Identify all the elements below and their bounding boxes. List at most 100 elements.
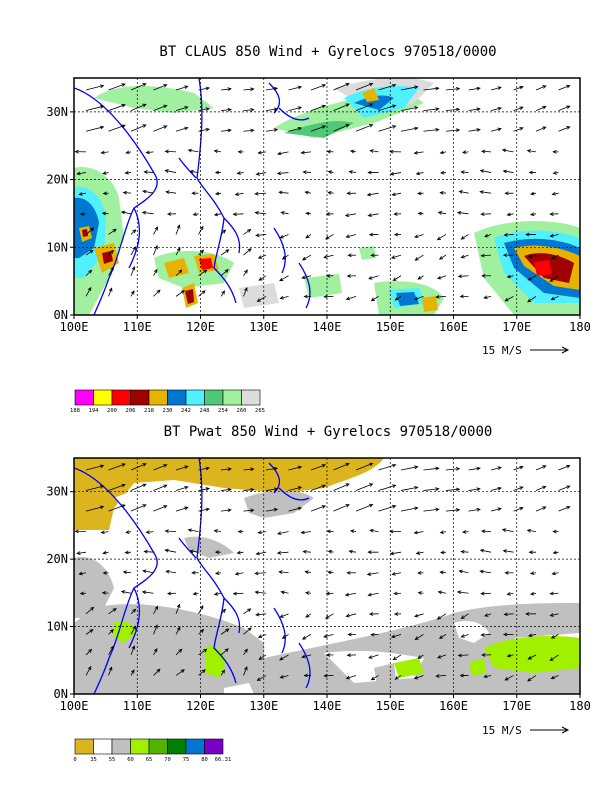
- wind-arrow: [85, 286, 92, 297]
- wind-arrow: [236, 550, 244, 555]
- wind-arrow: [288, 506, 303, 512]
- x-tick-label: 170E: [502, 320, 531, 334]
- wind-arrow: [243, 108, 255, 112]
- wind-arrow: [529, 571, 537, 575]
- colorbar-label: 260: [237, 408, 247, 414]
- wind-arrow: [85, 464, 105, 471]
- wind-arrow: [333, 103, 350, 112]
- wind-arrow: [304, 190, 312, 195]
- wind-arrow: [367, 170, 379, 175]
- wind-arrow: [256, 296, 267, 302]
- wind-arrow: [414, 234, 424, 239]
- wind-arrow: [130, 463, 147, 471]
- wind-arrow: [130, 124, 147, 132]
- wind-arrow: [459, 294, 469, 299]
- colorbar-label: 194: [89, 408, 100, 414]
- wind-arrow: [213, 529, 222, 533]
- wind-arrow: [368, 654, 379, 659]
- wind-arrow: [549, 613, 559, 617]
- wind-arrow: [303, 294, 312, 299]
- wind-arrow: [414, 254, 424, 261]
- wind-arrow: [279, 613, 289, 618]
- wind-arrow: [85, 606, 95, 615]
- x-tick-label: 120E: [186, 320, 215, 334]
- wind-arrow: [349, 149, 357, 154]
- wind-arrow: [198, 648, 208, 656]
- wind-arrow: [458, 190, 469, 194]
- wind-arrow: [345, 234, 357, 239]
- wind-arrow: [479, 548, 492, 553]
- wind-arrow: [479, 569, 492, 574]
- wind-arrow: [257, 633, 267, 638]
- wind-arrow: [456, 590, 469, 595]
- wind-arrow: [552, 149, 559, 154]
- wind-arrow: [305, 591, 312, 595]
- wind-arrow: [423, 127, 440, 132]
- wind-arrow: [108, 83, 126, 91]
- wind-arrow: [366, 572, 379, 576]
- wind-arrow: [232, 212, 244, 217]
- wind-arrow: [100, 530, 109, 535]
- wind-arrow: [108, 608, 117, 615]
- wind-arrow: [348, 549, 357, 554]
- wind-arrow: [346, 274, 357, 278]
- wind-arrow: [175, 485, 189, 491]
- wind-arrow: [326, 529, 334, 534]
- wind-arrow: [220, 628, 230, 635]
- wind-arrow: [550, 675, 559, 680]
- wind-arrow: [130, 504, 147, 512]
- wind-arrow: [310, 505, 327, 512]
- wind-arrow: [237, 529, 244, 534]
- x-tick-label: 120E: [186, 699, 215, 713]
- wind-arrow: [74, 149, 87, 154]
- wind-arrow: [122, 190, 132, 195]
- wind-arrow: [153, 647, 158, 656]
- wind-arrow: [243, 128, 255, 133]
- colorbar-swatch: [167, 738, 187, 755]
- wind-arrow: [437, 211, 447, 215]
- wind-arrow: [551, 191, 559, 196]
- x-tick-label: 140E: [313, 699, 342, 713]
- wind-arrow: [303, 673, 312, 678]
- wind-arrow: [481, 653, 492, 657]
- claus-shading: [74, 78, 580, 315]
- wind-arrow: [325, 653, 334, 657]
- wind-arrow: [417, 191, 424, 196]
- wind-arrow: [102, 550, 109, 555]
- wind-arrow: [415, 551, 424, 555]
- wind-arrow: [459, 673, 469, 678]
- wind-arrow: [220, 229, 227, 235]
- wind-arrow: [504, 675, 514, 681]
- wind-arrow: [257, 254, 267, 259]
- colorbar-swatch: [185, 389, 205, 406]
- panel-2-map: [74, 458, 580, 694]
- wind-arrow: [265, 466, 279, 471]
- wind-arrow: [164, 529, 177, 534]
- wind-arrow: [85, 648, 93, 656]
- wind-arrow: [198, 249, 205, 256]
- wind-arrow: [435, 674, 447, 678]
- wind-arrow: [345, 675, 357, 680]
- wind-arrow: [389, 551, 402, 556]
- wind-arrow: [101, 591, 109, 595]
- wind-arrow: [301, 275, 312, 280]
- wind-arrow: [378, 504, 397, 512]
- wind-arrow: [503, 233, 514, 237]
- wind-arrow: [368, 275, 379, 280]
- wind-arrow: [108, 287, 113, 297]
- wind-arrow: [191, 191, 199, 196]
- wind-arrow: [192, 591, 199, 596]
- colorbar-label: 35: [90, 757, 97, 763]
- wind-arrow: [125, 150, 132, 155]
- wind-arrow: [243, 666, 248, 676]
- panel-2-title: BT Pwat 850 Wind + Gyrelocs 970518/0000: [164, 424, 493, 440]
- wind-arrow: [366, 192, 379, 197]
- wind-arrow: [143, 170, 154, 174]
- wind-arrow: [74, 529, 87, 534]
- x-tick-label: 130E: [249, 320, 278, 334]
- colorbar-swatch: [148, 738, 168, 755]
- wind-arrow: [468, 107, 481, 112]
- wind-arrow: [369, 149, 379, 153]
- wind-arrow: [108, 228, 117, 235]
- panel-pwat: BT Pwat 850 Wind + Gyrelocs 970518/0000: [46, 424, 591, 763]
